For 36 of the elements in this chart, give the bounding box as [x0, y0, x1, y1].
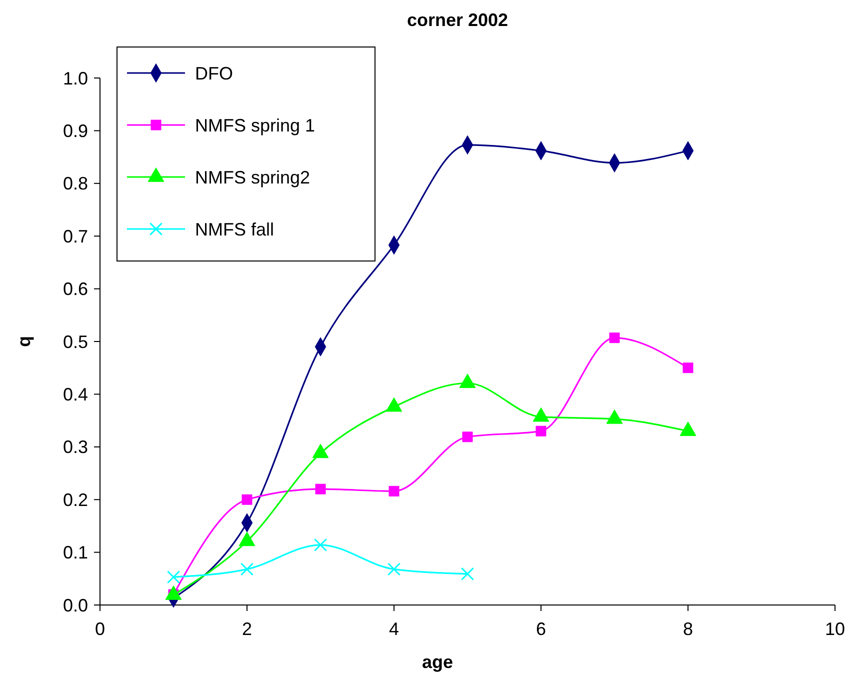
y-tick-label: 0.8	[62, 174, 88, 194]
point	[388, 486, 400, 496]
point	[315, 484, 326, 494]
y-tick-label: 0.2	[62, 490, 88, 510]
legend-label: NMFS spring 1	[195, 115, 316, 136]
point	[536, 426, 546, 436]
point	[460, 567, 474, 580]
x-tick-label: 10	[824, 619, 846, 639]
point	[314, 538, 328, 552]
y-tick-label: 0.7	[62, 226, 88, 246]
point	[387, 562, 401, 576]
point	[242, 494, 252, 505]
legend-label: DFO	[195, 63, 233, 84]
y-tick-label: 0.6	[62, 279, 88, 300]
point	[240, 562, 254, 576]
y-tick-label: 0.9	[62, 121, 88, 141]
y-tick-label: 0.1	[62, 542, 88, 563]
point	[682, 362, 694, 374]
y-tick-label: 0.3	[62, 437, 88, 458]
y-tick-label: 0.5	[62, 332, 88, 352]
chart-title: corner 2002	[406, 10, 508, 30]
x-tick-label: 0	[94, 619, 106, 639]
y-tick-label: 0.0	[62, 595, 88, 616]
x-tick-label: 6	[536, 619, 546, 639]
y-tick-label: 0.4	[62, 384, 88, 404]
legend-label: NMFS fall	[195, 219, 274, 240]
point	[462, 432, 473, 442]
x-axis-title: age	[422, 652, 454, 672]
legend-label: NMFS spring2	[195, 167, 310, 188]
x-tick-label: 8	[682, 619, 694, 639]
point	[166, 570, 180, 584]
y-tick-label: 1.0	[62, 68, 88, 88]
y-axis-title: q	[14, 336, 34, 347]
x-tick-label: 4	[388, 619, 400, 639]
point	[609, 332, 620, 344]
x-tick-label: 2	[242, 619, 252, 639]
